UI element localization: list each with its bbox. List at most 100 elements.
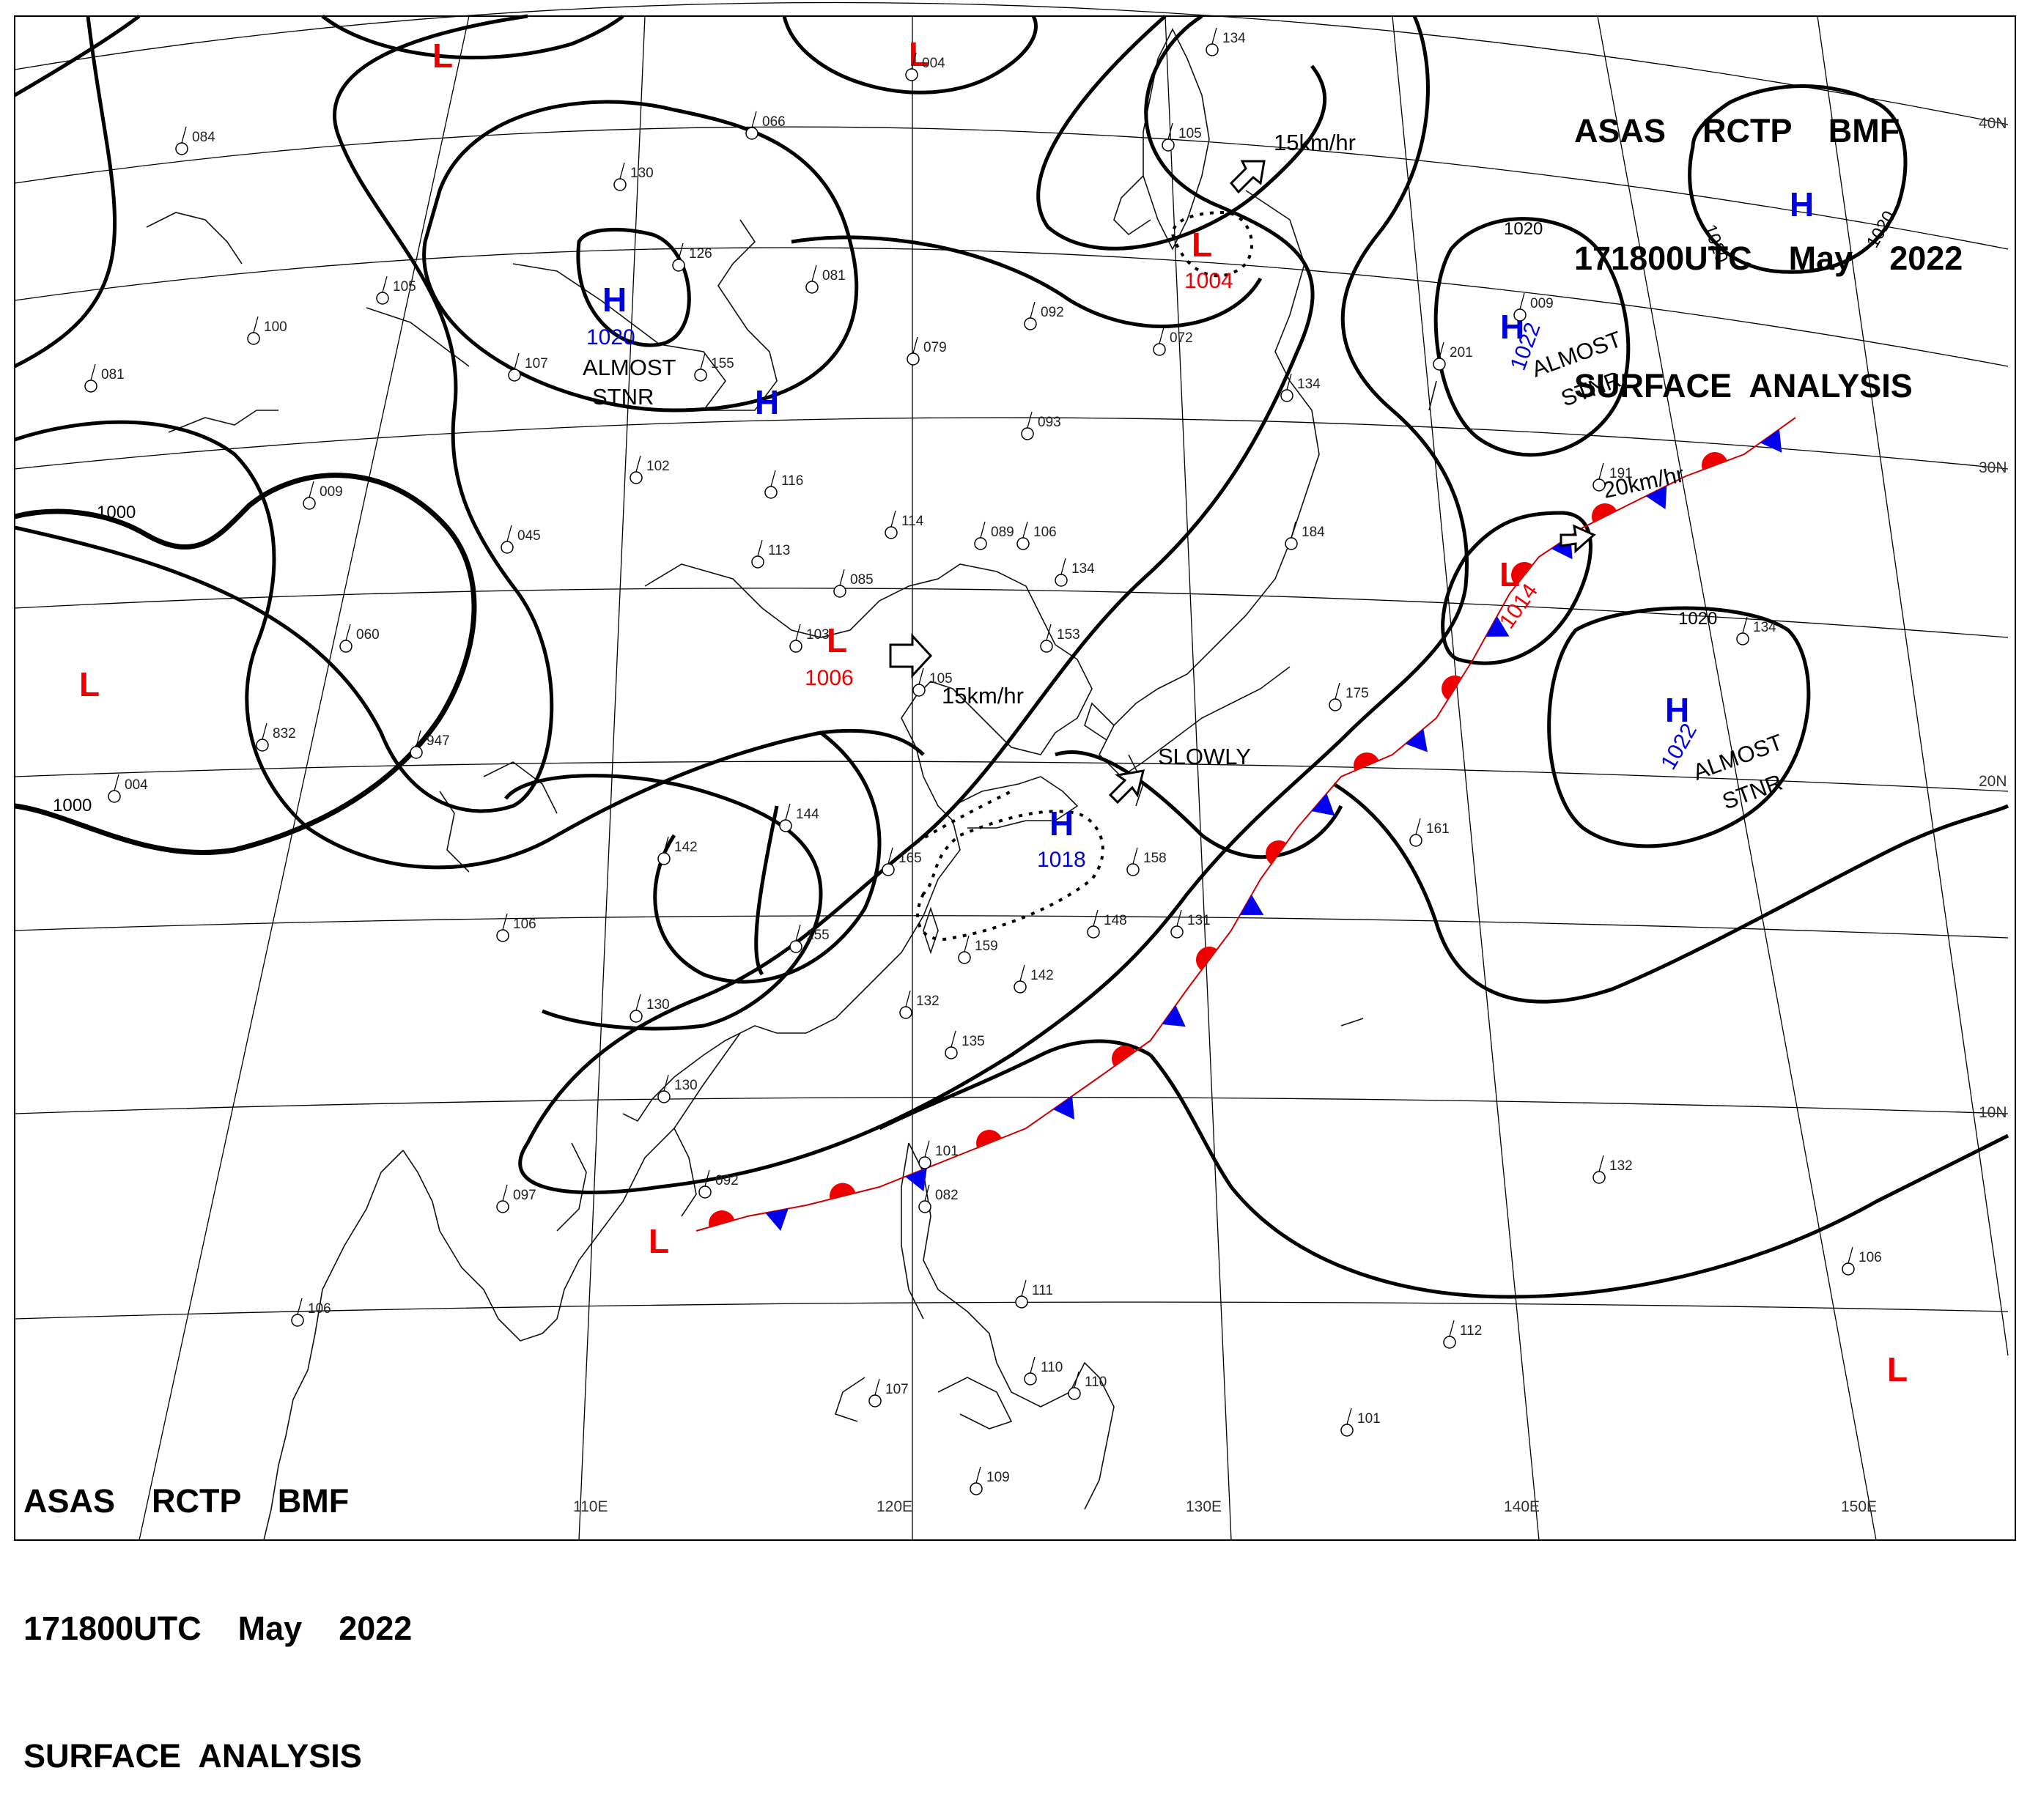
station-pressure: 158: [1143, 851, 1167, 866]
station-circle: [885, 526, 898, 539]
station-circle: [1024, 317, 1037, 330]
station-pressure: 066: [762, 114, 786, 130]
station-pressure: 131: [1187, 913, 1211, 928]
low-value: 1004: [1184, 269, 1233, 293]
wind-barb: [1022, 521, 1028, 539]
station-circle: [630, 471, 643, 484]
wind-barb: [635, 994, 641, 1011]
station-pressure: 134: [1753, 620, 1776, 635]
wind-barb: [1046, 624, 1052, 641]
wind-barb: [1449, 1320, 1455, 1337]
coastlines: [146, 28, 1437, 1541]
wind-barb: [262, 722, 267, 740]
station-pressure: 161: [1426, 821, 1450, 837]
wind-barb: [506, 525, 512, 542]
lat-20n-label: 20N: [1979, 773, 2007, 790]
station-pressure: 134: [1297, 377, 1321, 392]
station-circle: [1340, 1424, 1354, 1437]
station-pressure: 106: [513, 917, 536, 932]
cold-front-symbol: [1240, 895, 1264, 915]
station-circle: [905, 68, 918, 81]
station-circle: [247, 332, 260, 345]
wind-barb: [1211, 27, 1217, 45]
station-pressure: 072: [1170, 330, 1193, 346]
station-pressure: 009: [320, 484, 343, 500]
longitude-labels: 110E 120E 130E 140E 150E: [573, 1498, 1877, 1515]
station-pressure: 106: [308, 1301, 331, 1317]
station-circle: [912, 684, 926, 697]
station-circle: [1592, 1171, 1606, 1184]
cold-front-symbol: [765, 1208, 789, 1232]
title-line: 171800UTC May 2022: [23, 1610, 413, 1647]
station-pressure: 142: [674, 840, 698, 855]
station-pressure: 106: [1859, 1250, 1882, 1265]
cold-front-symbol: [1052, 1095, 1075, 1120]
wind-barb: [1519, 292, 1525, 310]
low-symbol: L: [1499, 555, 1520, 593]
cold-front-symbol: [1760, 429, 1782, 453]
station-pressure: 100: [264, 319, 287, 335]
latitude-grid: [14, 1, 2009, 1320]
warm-front-symbol: [1196, 947, 1217, 971]
wind-barb: [345, 624, 351, 641]
wind-barb: [1598, 1155, 1604, 1172]
lon-120e-label: 120E: [876, 1498, 912, 1515]
station-pressure: 004: [125, 777, 148, 793]
wind-barb: [811, 265, 817, 282]
warm-front-symbol: [830, 1183, 856, 1199]
station-circle: [1024, 1372, 1037, 1386]
warm-front-symbol: [1442, 676, 1462, 700]
station-circle: [613, 178, 627, 191]
station-pressure: 107: [885, 1382, 909, 1397]
isobar-label: 1000: [53, 796, 92, 815]
map-frame: [14, 15, 2016, 1541]
low-symbol: L: [1192, 226, 1212, 264]
wind-barb: [839, 569, 845, 586]
station-pressure: 112: [1460, 1323, 1482, 1339]
station-pressure: 079: [923, 340, 947, 355]
warm-front-symbol: [709, 1210, 735, 1227]
station-pressure: 155: [806, 928, 830, 943]
wind-barb: [887, 847, 893, 865]
station-pressure: 947: [427, 733, 450, 749]
station-pressure: 155: [711, 356, 734, 371]
station-pressure: 132: [1609, 1158, 1633, 1174]
station-pressure: 089: [991, 525, 1014, 540]
cold-front-symbol: [1162, 1005, 1186, 1027]
station-circle: [974, 537, 987, 550]
station-circle: [805, 281, 819, 294]
wind-barb: [874, 1378, 880, 1396]
station-pressure: 097: [513, 1188, 536, 1203]
wind-barb: [1027, 411, 1033, 429]
station-circle: [764, 486, 778, 499]
motion-note: 15km/hr: [1274, 130, 1356, 155]
chart-title-bottom: ASAS RCTP BMF 171800UTC May 2022 SURFACE…: [23, 1395, 412, 1820]
warm-front-symbol: [1702, 452, 1727, 470]
station-pressure: 109: [986, 1470, 1010, 1485]
wind-barb: [1021, 1279, 1027, 1297]
high-symbol: H: [602, 281, 627, 319]
warm-front-symbol: [1511, 562, 1533, 586]
station-pressure: 102: [646, 459, 670, 474]
station-circle: [779, 819, 792, 832]
station-circle: [175, 142, 188, 155]
warm-front-symbol: [1354, 752, 1379, 772]
station-pressure: 126: [689, 246, 712, 262]
station-circle: [1280, 389, 1293, 402]
wind-barb: [663, 836, 669, 854]
wind-barb: [924, 1140, 930, 1158]
high-value: 1018: [1037, 848, 1086, 872]
station-pressure: 148: [1104, 913, 1127, 928]
station-circle: [1087, 925, 1100, 939]
station-pressure: 114: [901, 514, 924, 529]
station-circle: [1443, 1336, 1456, 1349]
isobars: [13, 14, 2009, 1299]
wind-barb: [1019, 964, 1025, 982]
station-circle: [1162, 138, 1175, 152]
station-circle: [1016, 537, 1030, 550]
station-circle: [694, 369, 707, 382]
station-pressure: 153: [1057, 627, 1080, 643]
station-circle: [376, 292, 389, 305]
wind-barb: [1848, 1246, 1853, 1264]
station-pressure: 832: [273, 726, 296, 741]
